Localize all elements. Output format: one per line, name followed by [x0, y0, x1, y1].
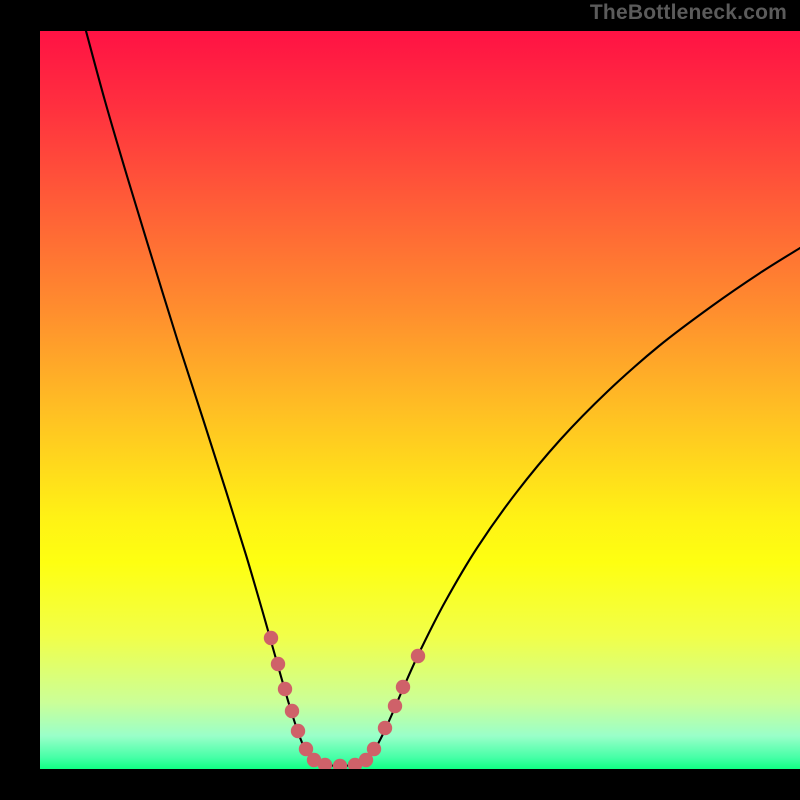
curve-marker — [278, 682, 292, 696]
curve-marker — [367, 742, 381, 756]
curve-marker — [285, 704, 299, 718]
curve-marker — [264, 631, 278, 645]
chart-svg — [0, 0, 800, 800]
curve-marker — [411, 649, 425, 663]
chart-stage: TheBottleneck.com — [0, 0, 800, 800]
watermark-text: TheBottleneck.com — [590, 1, 787, 25]
curve-marker — [271, 657, 285, 671]
curve-marker — [388, 699, 402, 713]
curve-marker — [291, 724, 305, 738]
curve-marker — [396, 680, 410, 694]
curve-marker — [378, 721, 392, 735]
